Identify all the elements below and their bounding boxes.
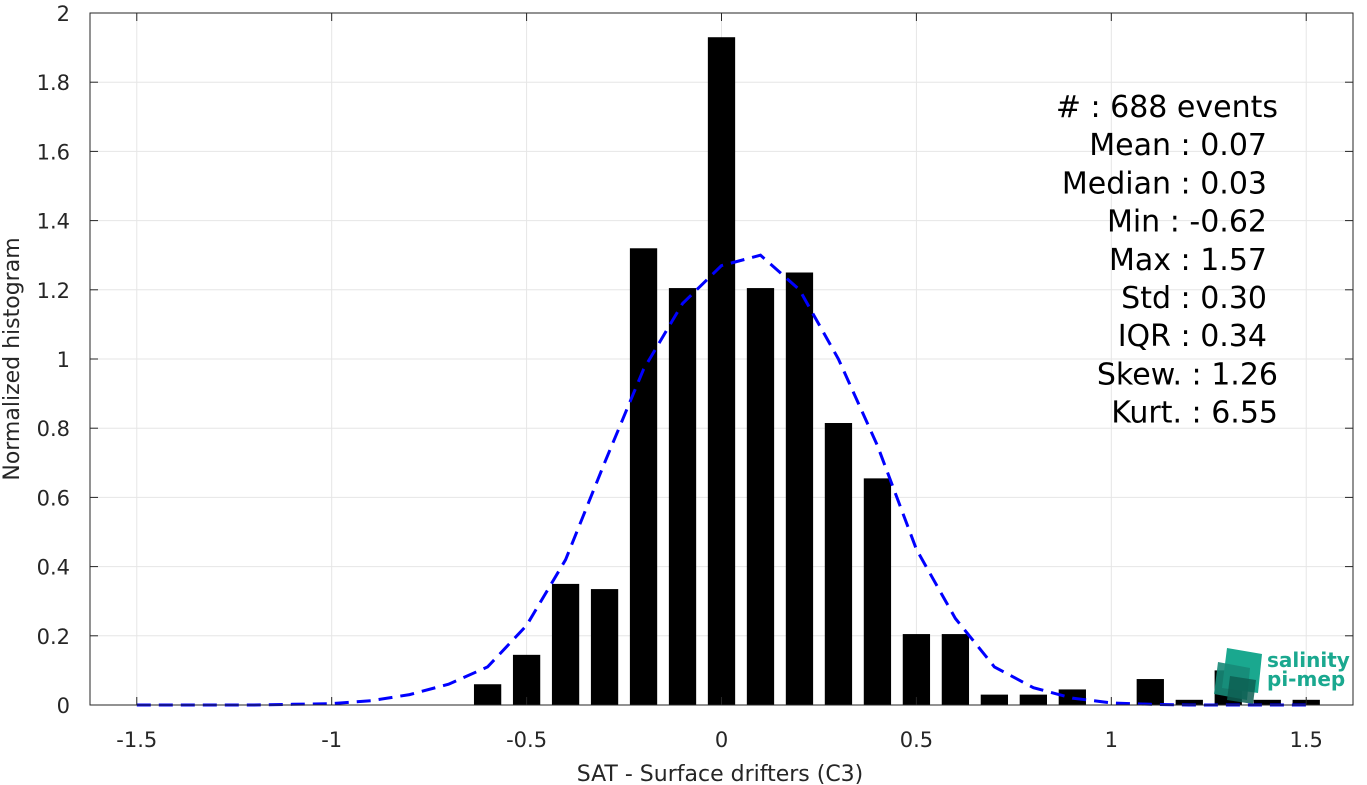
y-tick-label: 1.4 [37, 210, 70, 234]
stats-line: # : 688 events [1056, 90, 1278, 125]
histogram-bar [590, 589, 619, 705]
y-tick-label: 0 [57, 694, 70, 718]
x-tick-label: 0 [715, 728, 728, 752]
x-tick-label: 1 [1105, 728, 1118, 752]
x-tick-label: 1.5 [1290, 728, 1323, 752]
logo-mark-icon [1214, 648, 1262, 704]
histogram-bar [473, 684, 502, 705]
x-tick-label: -0.5 [506, 728, 547, 752]
x-tick-labels: -1.5 -1 -0.5 0 0.5 1 1.5 [116, 728, 1323, 752]
y-tick-labels: 0 0.2 0.4 0.6 0.8 1 1.2 1.4 1.6 1.8 2 [37, 2, 70, 718]
histogram-bar [980, 694, 1009, 705]
stats-line: Max : 1.57 [1109, 243, 1267, 278]
histogram-bar [941, 634, 970, 705]
x-tick-label: -1.5 [116, 728, 157, 752]
salinity-pi-mep-logo: salinity pi-mep [1214, 648, 1350, 704]
y-tick-label: 0.4 [37, 556, 70, 580]
stats-line: Skew. : 1.26 [1097, 357, 1278, 392]
stats-line: Kurt. : 6.55 [1111, 396, 1278, 431]
stats-line: Mean : 0.07 [1089, 128, 1267, 163]
stats-line: Median : 0.03 [1062, 166, 1267, 201]
bars [473, 37, 1320, 706]
histogram-bar [1019, 694, 1047, 705]
fit-curve [136, 253, 1307, 707]
y-tick-label: 2 [57, 2, 70, 26]
y-tick-label: 0.8 [37, 417, 70, 441]
histogram-bar [785, 272, 814, 705]
histogram-bar [1058, 689, 1086, 705]
y-tick-label: 1.8 [37, 71, 70, 95]
y-tick-label: 1 [57, 348, 70, 372]
histogram-bar [1253, 699, 1281, 705]
logo-text-line1: salinity [1267, 648, 1350, 672]
y-tick-label: 0.2 [37, 625, 70, 649]
ticks [90, 12, 1353, 706]
histogram-bar [668, 288, 697, 705]
stats-line: Std : 0.30 [1121, 281, 1267, 316]
x-axis-label: SAT - Surface drifters (C3) [577, 762, 864, 785]
histogram-bar [551, 583, 580, 705]
histogram-bar [824, 423, 853, 705]
x-tick-label: 0.5 [900, 728, 933, 752]
histogram-bar [512, 654, 541, 705]
logo-text-line2: pi-mep [1267, 667, 1345, 691]
histogram-bar [902, 634, 931, 705]
y-tick-label: 0.6 [37, 486, 70, 510]
stats-line: IQR : 0.34 [1118, 319, 1267, 354]
histogram-bar [1136, 679, 1164, 705]
y-tick-label: 1.6 [37, 140, 70, 164]
y-axis-label: Normalized histogram [0, 237, 25, 480]
histogram-bar [629, 248, 658, 705]
histogram-bar [1175, 699, 1203, 705]
histogram-bar [746, 288, 775, 705]
y-tick-label: 1.2 [37, 279, 70, 303]
histogram-bar [863, 478, 892, 705]
histogram-bar [707, 37, 736, 706]
x-tick-label: -1 [321, 728, 342, 752]
stats-line: Min : -0.62 [1107, 205, 1267, 240]
